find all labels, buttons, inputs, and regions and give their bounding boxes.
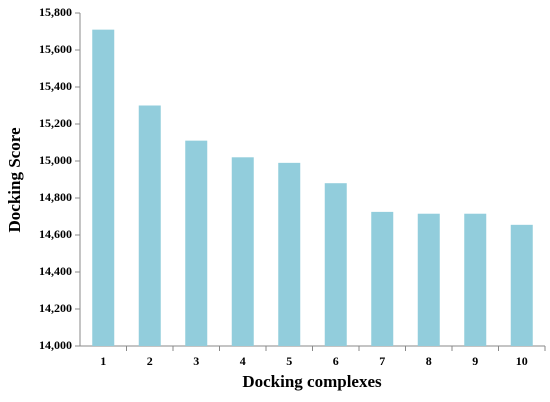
bar: [185, 140, 208, 346]
y-tick-label: 15,000: [39, 153, 72, 167]
y-axis-title: Docking Score: [5, 127, 24, 232]
x-tick-label: 3: [193, 354, 199, 368]
x-tick-label: 10: [516, 354, 528, 368]
y-tick-label: 15,200: [39, 116, 72, 130]
y-tick-label: 15,600: [39, 42, 72, 56]
x-tick-label: 2: [147, 354, 153, 368]
x-tick-label: 1: [100, 354, 106, 368]
y-tick-label: 15,400: [39, 79, 72, 93]
y-tick-label: 14,800: [39, 190, 72, 204]
x-tick-label: 5: [286, 354, 292, 368]
y-tick-label: 14,000: [39, 338, 72, 352]
bar: [464, 213, 487, 346]
bar: [417, 213, 440, 346]
bar: [278, 162, 301, 346]
bar: [92, 29, 115, 347]
x-tick-label: 7: [379, 354, 385, 368]
x-tick-label: 4: [240, 354, 246, 368]
bar: [324, 183, 347, 346]
y-tick-label: 15,800: [39, 5, 72, 19]
bar: [231, 157, 254, 346]
bar: [138, 105, 161, 346]
bar: [510, 224, 533, 346]
x-tick-label: 8: [426, 354, 432, 368]
bar: [371, 211, 394, 346]
x-axis-title: Docking complexes: [242, 372, 382, 391]
y-tick-label: 14,600: [39, 227, 72, 241]
y-tick-label: 14,400: [39, 264, 72, 278]
y-tick-label: 14,200: [39, 301, 72, 315]
x-tick-label: 9: [472, 354, 478, 368]
x-tick-label: 6: [333, 354, 339, 368]
